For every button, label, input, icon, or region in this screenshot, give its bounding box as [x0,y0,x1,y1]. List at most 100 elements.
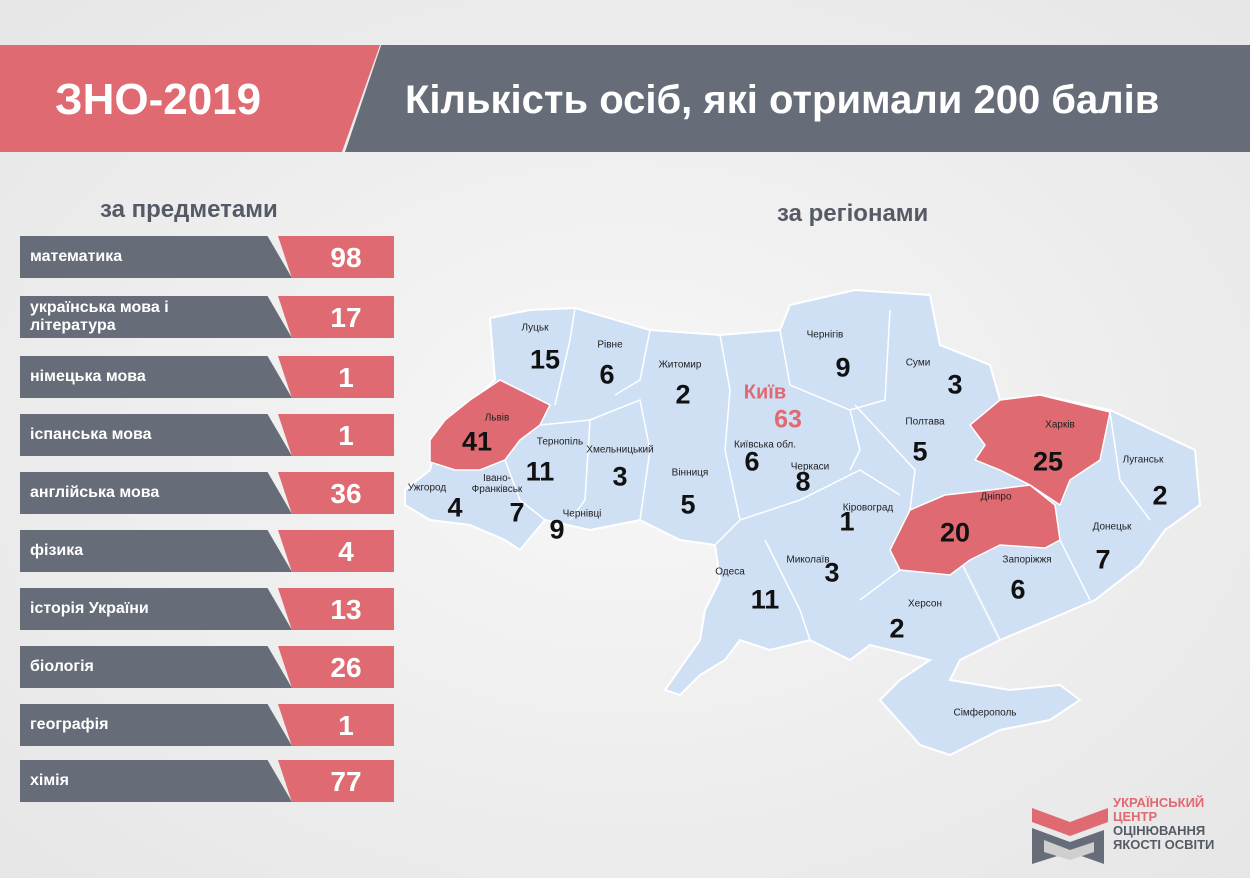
region-value: 4 [447,492,463,523]
region-name: Тернопіль [536,436,584,448]
region-value: 3 [947,369,963,400]
subject-name: хімія [30,772,69,789]
subject-value-bg [278,646,394,688]
subject-value: 26 [330,652,362,683]
region-borders [504,307,1151,641]
region-value: 6 [599,359,615,390]
region-value: 5 [680,489,696,520]
logo-line: ЯКОСТІ ОСВІТИ [1113,837,1215,852]
region-value: 5 [912,436,928,467]
region-name: Ужгород [407,482,447,494]
logo-line: УКРАЇНСЬКИЙ [1113,795,1205,810]
region-name: Одеса [715,566,745,578]
header-bar [345,45,1250,152]
region-value: 1 [839,506,855,537]
logo-icon [1032,808,1108,864]
subject-row: географія 1 [20,704,394,746]
subject-row: німецька мова 1 [20,356,394,398]
region-name: Київ [743,381,787,404]
region-name: Київська обл. [734,439,796,451]
subject-name-bg [20,414,292,456]
region-name: Херсон [908,598,942,610]
region-value: 7 [509,497,525,528]
subject-value-bg [278,356,394,398]
region-name: Черкаси [790,461,830,473]
subject-value-bg [278,530,394,572]
subject-value-bg [278,704,394,746]
region-name: Луцьк [521,322,549,334]
subject-value: 1 [338,420,354,451]
region-value: 11 [525,456,555,487]
region-name: Сімферополь [953,707,1017,719]
header-tag: ЗНО-2019 [55,75,262,124]
subject-name: історія України [30,600,149,617]
subject-name-bg [20,646,292,688]
region-name: Харків [1045,419,1075,431]
subject-value: 13 [330,594,362,625]
subject-value-bg [278,236,394,278]
subject-value: 36 [330,478,362,509]
subject-row: історія України 13 [20,588,394,630]
region-highlight [429,379,552,471]
subject-value: 98 [330,242,362,273]
region-value: 2 [889,613,905,644]
subject-name-bg [20,588,292,630]
region-highlight [889,484,1061,576]
subject-value-bg [278,588,394,630]
region-value: 6 [744,446,760,477]
subject-name: англійська мова [30,484,160,501]
region-value: 2 [1152,480,1168,511]
subject-value-bg [278,296,394,338]
subject-name-bg [20,296,292,338]
subject-value: 17 [330,302,362,333]
region-value: 2 [675,379,691,410]
region-value: 9 [549,514,565,545]
region-name: Луганськ [1122,454,1164,466]
logo: УКРАЇНСЬКИЙ ЦЕНТР ОЦІНЮВАННЯ ЯКОСТІ ОСВІ… [1113,796,1214,852]
subject-name: фізика [30,542,84,559]
region-name: Донецьк [1092,521,1132,533]
region-value: 63 [774,405,802,434]
subject-name: біологія [30,658,94,675]
subject-name-bg [20,236,292,278]
region-value: 41 [461,426,493,457]
region-value: 20 [939,517,971,548]
subject-name-bg [20,530,292,572]
logo-line: ЦЕНТР [1113,809,1158,824]
region-name: Івано-Франківськ [471,473,523,495]
subject-row: хімія 77 [20,760,394,802]
regions-title: за регіонами [777,200,929,227]
subject-value-bg [278,472,394,514]
region-name: Чернігів [806,329,844,341]
region-name: Житомир [658,359,702,371]
region-value: 9 [835,352,851,383]
subject-name-bg [20,704,292,746]
logo-line: ОЦІНЮВАННЯ [1113,823,1206,838]
region-name: Львів [484,412,510,424]
subject-value-bg [278,414,394,456]
region-value: 15 [529,344,561,375]
subject-row: фізика 4 [20,530,394,572]
subject-name: географія [30,716,109,733]
region-name: Вінниця [671,467,709,479]
region-name: Полтава [905,416,945,428]
subject-name: українська мова і література [30,299,169,334]
region-name: Миколаїв [786,554,830,566]
region-highlight [968,394,1111,507]
region-value: 11 [750,584,780,615]
subject-value: 1 [338,362,354,393]
region-name: Хмельницький [586,444,654,456]
subject-name: математика [30,248,123,265]
subjects-title: за предметами [100,196,278,223]
region-value: 7 [1095,544,1111,575]
subject-row: українська мова і література 17 [20,296,394,338]
region-value: 25 [1032,446,1064,477]
region-value: 3 [824,557,840,588]
region-name: Суми [905,357,931,369]
region-name: Кіровоград [842,502,894,514]
region-name: Чернівці [562,508,602,520]
region-value: 8 [795,466,811,497]
subject-value: 1 [338,710,354,741]
